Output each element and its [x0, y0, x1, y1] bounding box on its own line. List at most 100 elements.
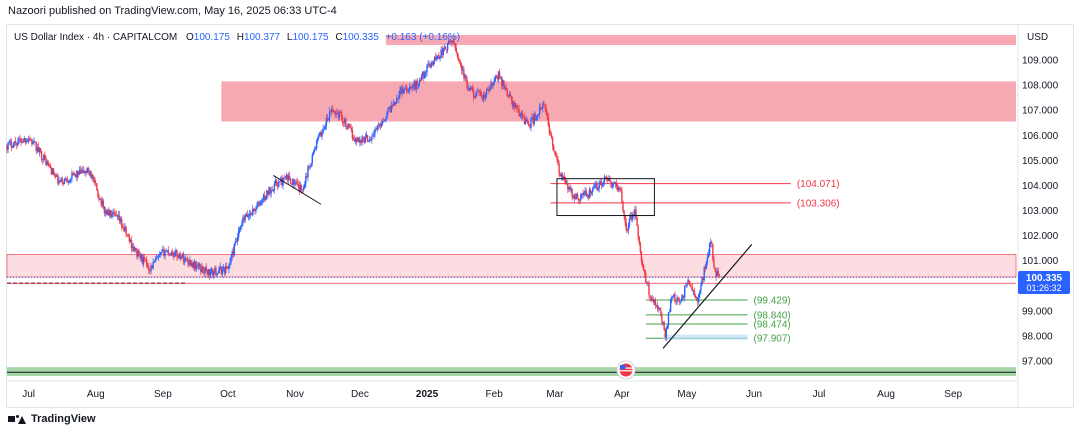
candle [246, 210, 249, 218]
candle [671, 295, 673, 304]
candle [521, 109, 524, 121]
candle-body [85, 170, 87, 174]
candle [275, 179, 278, 186]
candle [477, 87, 479, 93]
candle [294, 179, 296, 188]
candle [233, 243, 236, 257]
candle [611, 182, 613, 190]
candle-body [566, 183, 568, 185]
candle [391, 103, 394, 110]
candle [647, 281, 649, 287]
candle-body [667, 312, 670, 326]
y-tick-label-11: 97.000 [1022, 356, 1053, 367]
candle-body [449, 40, 451, 42]
us-flag-icon[interactable] [616, 360, 636, 380]
candle [411, 83, 413, 92]
candle [171, 248, 174, 257]
candle [454, 43, 456, 51]
candle-body [200, 268, 202, 272]
candle-body [265, 196, 267, 200]
currency-label[interactable]: USD [1027, 32, 1048, 43]
candle [472, 86, 475, 102]
candle [182, 251, 185, 265]
candle [577, 198, 580, 204]
candle [351, 126, 354, 142]
candle [34, 141, 36, 143]
candle-body [464, 75, 466, 78]
candle [388, 106, 390, 110]
candle-body [284, 177, 286, 179]
candle-body [623, 210, 625, 216]
candle-body [345, 118, 347, 127]
candle [132, 242, 135, 253]
x-tick-label-12: Jul [813, 389, 826, 400]
candle [193, 259, 195, 272]
candle [335, 109, 337, 119]
candle [483, 91, 486, 101]
candle [129, 238, 132, 243]
candle-body [548, 125, 551, 134]
candle [553, 143, 555, 152]
candle-body [482, 95, 485, 100]
candle-body [685, 285, 687, 287]
x-tick-label-5: Dec [351, 389, 369, 400]
candle-body [262, 195, 265, 201]
candle-body [436, 56, 438, 60]
candle [627, 222, 630, 235]
candle [178, 251, 180, 259]
x-tick-label-11: Jun [746, 389, 762, 400]
candle [385, 116, 387, 123]
candle [175, 247, 177, 257]
candle [302, 184, 305, 193]
candle [9, 138, 11, 146]
candle [672, 295, 674, 299]
candle [258, 200, 260, 208]
candle [499, 76, 502, 80]
candle-body [639, 243, 642, 252]
x-tick-label-2: Sep [154, 389, 172, 400]
candle-body [428, 63, 430, 65]
candle-body [115, 214, 118, 217]
candle-body [339, 112, 342, 113]
candle-body [625, 222, 627, 231]
candle-body [532, 117, 534, 124]
svg-text:US Dollar Index · 4h · CAPITAL: US Dollar Index · 4h · CAPITALCOM O100.1… [14, 32, 460, 43]
candle-body [704, 267, 706, 269]
candle-body [74, 173, 76, 175]
candle [584, 186, 586, 196]
candle-body [394, 103, 397, 105]
candle-body [537, 114, 540, 116]
candle-body [164, 251, 166, 257]
candle-body [386, 111, 388, 119]
candle-body [398, 95, 400, 99]
candle [394, 101, 397, 107]
x-tick-label-10: May [677, 389, 696, 400]
tradingview-footer[interactable]: TradingView [8, 413, 96, 425]
candle [529, 123, 531, 130]
candle [69, 179, 71, 184]
candle-body [122, 227, 124, 228]
candle [593, 183, 595, 190]
candle [213, 270, 215, 280]
candle-body [598, 184, 600, 189]
candle-body [529, 126, 531, 128]
candle-body [27, 138, 30, 141]
candle [23, 136, 26, 143]
candle [98, 193, 100, 203]
candle [216, 272, 218, 278]
candle [715, 267, 717, 281]
candle [357, 136, 359, 142]
candle [430, 60, 433, 69]
candle [514, 99, 516, 112]
level-label-5: (97.907) [754, 334, 791, 345]
candle-body [718, 274, 721, 277]
candle-body [250, 213, 253, 216]
chart-frame[interactable] [6, 24, 1074, 408]
candle-body [528, 123, 530, 127]
candle [429, 63, 432, 69]
candle [349, 123, 351, 129]
candle [484, 92, 487, 102]
candle [433, 56, 436, 65]
candle [87, 166, 89, 176]
